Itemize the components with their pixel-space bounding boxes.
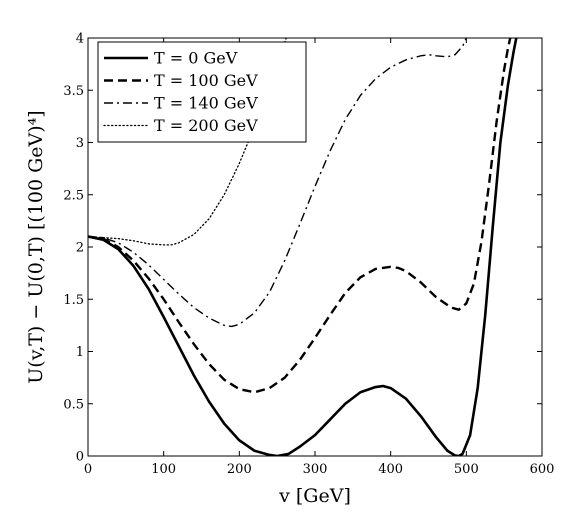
legend-label: T = 200 GeV bbox=[154, 116, 258, 135]
y-tick-label: 1.5 bbox=[63, 293, 84, 308]
series-line-dashed bbox=[88, 38, 512, 394]
series-line-solid bbox=[88, 38, 518, 456]
x-tick-label: 0 bbox=[84, 462, 92, 477]
x-tick-label: 300 bbox=[303, 462, 328, 477]
legend: T = 0 GeV T = 100 GeV T = 140 GeV T = 200 G… bbox=[97, 41, 307, 143]
legend-label: T = 0 GeV bbox=[154, 49, 238, 68]
y-tick-label: 0 bbox=[76, 450, 84, 465]
axis-ticks: 0 100 200 300 400 500 600 0 0.5 1 1.5 2 2.5 3 3.5 4 bbox=[63, 32, 554, 478]
y-tick-label: 4 bbox=[76, 32, 84, 47]
y-tick-label: 0.5 bbox=[63, 397, 84, 412]
y-axis-label: U(v,T) − U(0,T) [(100 GeV)⁴] bbox=[25, 110, 47, 383]
y-tick-label: 1 bbox=[76, 345, 84, 360]
y-tick-label: 3.5 bbox=[63, 84, 84, 99]
x-tick-label: 500 bbox=[454, 462, 479, 477]
legend-label: T = 100 GeV bbox=[154, 71, 258, 90]
x-tick-label: 600 bbox=[530, 462, 555, 477]
y-tick-label: 3 bbox=[76, 136, 84, 151]
legend-label: T = 140 GeV bbox=[154, 94, 258, 113]
y-tick-label: 2 bbox=[76, 241, 84, 256]
x-tick-label: 100 bbox=[151, 462, 176, 477]
series-line-dashdot bbox=[88, 38, 467, 328]
y-tick-label: 2.5 bbox=[63, 188, 84, 203]
x-axis-label: v [GeV] bbox=[278, 485, 351, 507]
x-tick-label: 400 bbox=[378, 462, 403, 477]
x-tick-label: 200 bbox=[227, 462, 252, 477]
